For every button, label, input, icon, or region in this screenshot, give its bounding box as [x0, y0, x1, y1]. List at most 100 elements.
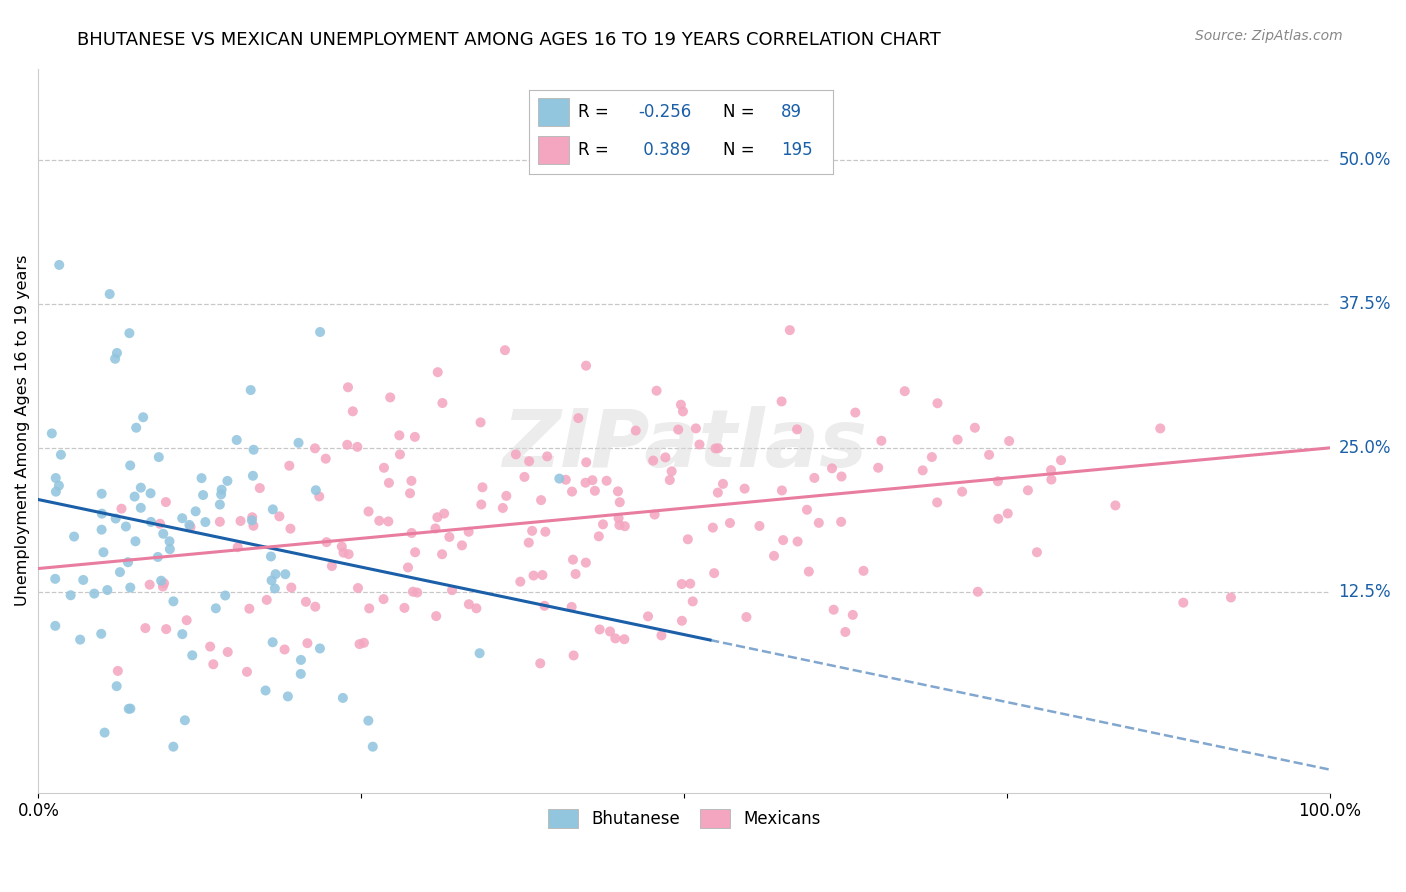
Point [273, 642, 295, 657]
Point [1104, 499, 1126, 513]
Point [49, 448, 72, 462]
Point [430, 547, 453, 561]
Point [661, 464, 683, 478]
Point [676, 533, 699, 547]
Point [361, 739, 384, 754]
Point [120, 701, 142, 715]
Point [998, 434, 1021, 448]
Point [1219, 591, 1241, 605]
Point [1040, 473, 1063, 487]
Point [155, 495, 177, 509]
Point [399, 486, 422, 500]
Point [987, 512, 1010, 526]
Point [575, 556, 598, 570]
Point [208, 515, 231, 529]
Point [179, 517, 201, 532]
Point [332, 690, 354, 705]
Point [495, 489, 517, 503]
Point [921, 450, 943, 464]
Text: Source: ZipAtlas.com: Source: ZipAtlas.com [1195, 29, 1343, 43]
Point [260, 549, 283, 564]
Point [821, 461, 844, 475]
Point [703, 566, 725, 581]
Point [530, 493, 553, 508]
Point [517, 535, 540, 549]
Point [1017, 483, 1039, 498]
Point [401, 474, 423, 488]
Point [433, 507, 456, 521]
Point [115, 519, 138, 533]
Point [786, 534, 808, 549]
Point [226, 540, 249, 554]
Text: ZIPatlas: ZIPatlas [502, 406, 866, 484]
Point [198, 640, 221, 654]
Point [159, 534, 181, 549]
Point [48, 258, 70, 272]
Point [125, 420, 148, 434]
Point [830, 515, 852, 529]
Point [321, 559, 343, 574]
Point [337, 547, 360, 561]
Text: BHUTANESE VS MEXICAN UNEMPLOYMENT AMONG AGES 16 TO 19 YEARS CORRELATION CHART: BHUTANESE VS MEXICAN UNEMPLOYMENT AMONG … [77, 31, 941, 49]
Point [520, 524, 543, 538]
Point [263, 582, 285, 596]
Point [309, 325, 332, 339]
Point [373, 592, 395, 607]
Point [607, 484, 630, 499]
Point [217, 474, 239, 488]
Point [1149, 421, 1171, 435]
Point [159, 542, 181, 557]
Point [347, 581, 370, 595]
Legend: Bhutanese, Mexicans: Bhutanese, Mexicans [541, 803, 827, 835]
Point [184, 504, 207, 518]
Point [129, 481, 152, 495]
Point [225, 433, 247, 447]
Point [561, 599, 583, 614]
Point [242, 442, 264, 457]
Point [1173, 596, 1195, 610]
Point [927, 495, 949, 509]
Point [148, 450, 170, 464]
Point [41, 426, 63, 441]
Point [468, 646, 491, 660]
Point [380, 391, 402, 405]
Point [425, 521, 447, 535]
Point [470, 498, 492, 512]
Y-axis label: Unemployment Among Ages 16 to 19 years: Unemployment Among Ages 16 to 19 years [15, 255, 30, 607]
Point [654, 450, 676, 465]
Point [155, 622, 177, 636]
Point [305, 483, 328, 498]
Point [533, 599, 555, 613]
Point [278, 458, 301, 473]
Point [609, 518, 631, 533]
Point [48, 478, 70, 492]
Point [264, 567, 287, 582]
Point [531, 568, 554, 582]
Point [110, 501, 132, 516]
Point [509, 574, 531, 589]
Point [129, 500, 152, 515]
Point [575, 359, 598, 373]
Point [93, 545, 115, 559]
Point [831, 469, 853, 483]
Point [146, 549, 169, 564]
Point [118, 702, 141, 716]
Point [492, 500, 515, 515]
Point [786, 422, 808, 436]
Point [139, 515, 162, 529]
Point [108, 565, 131, 579]
Point [134, 621, 156, 635]
Point [595, 474, 617, 488]
Point [893, 384, 915, 399]
Point [190, 471, 212, 485]
Point [536, 450, 558, 464]
Point [90, 627, 112, 641]
Point [589, 623, 612, 637]
Point [1050, 453, 1073, 467]
Point [404, 430, 426, 444]
Point [650, 628, 672, 642]
Point [254, 683, 277, 698]
Point [718, 516, 741, 530]
Point [315, 451, 337, 466]
Point [208, 498, 231, 512]
